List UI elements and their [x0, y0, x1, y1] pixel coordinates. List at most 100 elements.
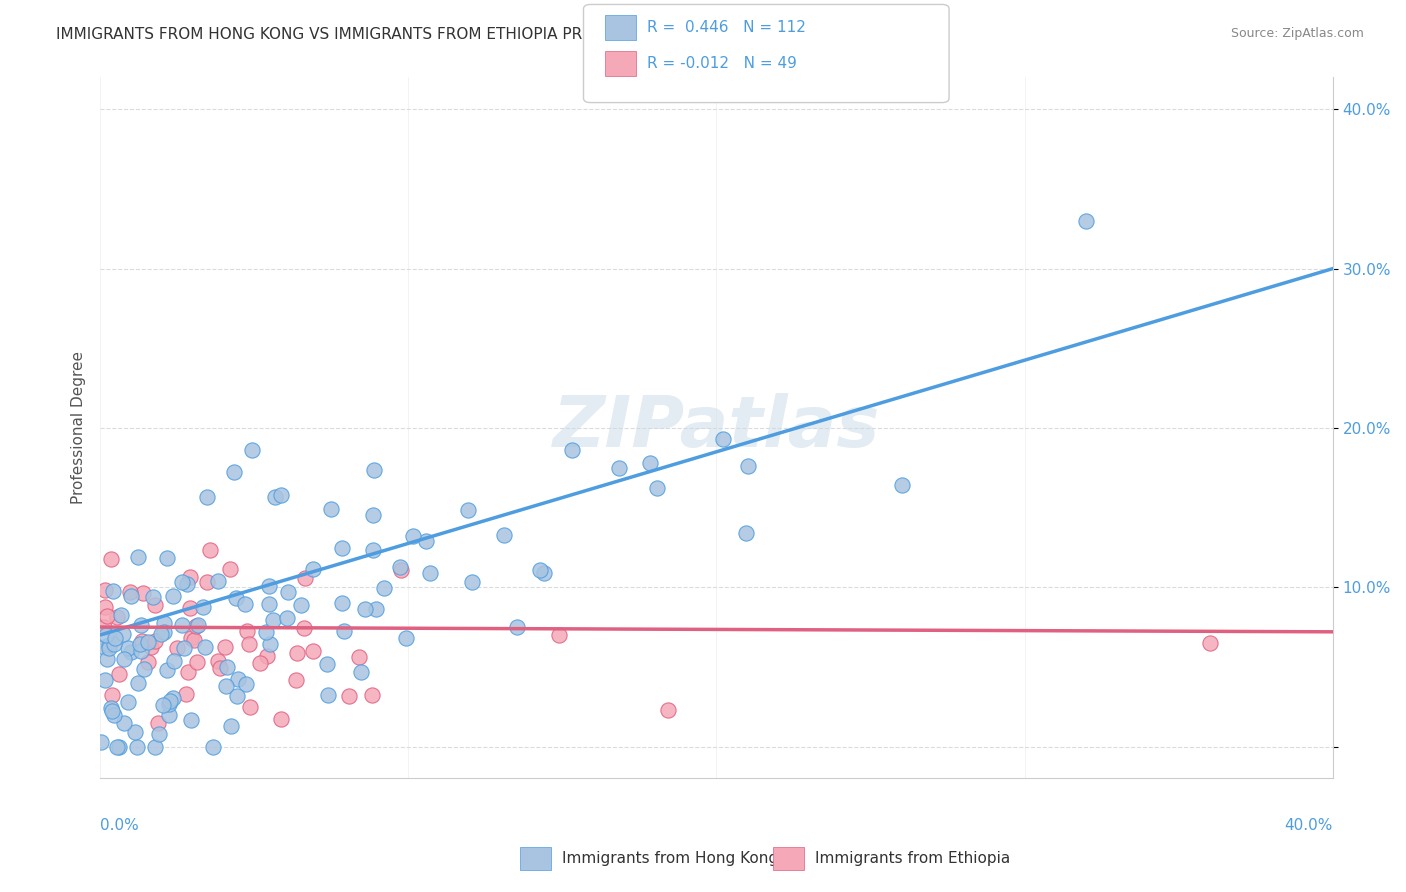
- Point: [148, 727, 170, 741]
- Point: [143, 599, 166, 613]
- Text: 0.0%: 0.0%: [100, 818, 139, 833]
- Point: [145, 739, 167, 754]
- Point: [179, 570, 201, 584]
- Point: [139, 640, 162, 655]
- Point: [94, 673, 117, 687]
- Point: [179, 600, 201, 615]
- Point: [142, 591, 165, 605]
- Point: [170, 617, 193, 632]
- Y-axis label: Professional Degree: Professional Degree: [72, 351, 86, 504]
- Point: [194, 640, 217, 655]
- Point: [332, 624, 354, 639]
- Point: [215, 660, 238, 674]
- Point: [93, 620, 115, 634]
- Point: [103, 637, 125, 651]
- Point: [347, 649, 370, 664]
- Point: [173, 640, 195, 655]
- Point: [157, 707, 180, 722]
- Text: IMMIGRANTS FROM HONG KONG VS IMMIGRANTS FROM ETHIOPIA PROFESSIONAL DEGREE CORREL: IMMIGRANTS FROM HONG KONG VS IMMIGRANTS …: [56, 27, 917, 42]
- Point: [176, 577, 198, 591]
- Point: [215, 679, 238, 693]
- Point: [287, 646, 309, 660]
- Point: [105, 739, 128, 754]
- Point: [100, 701, 122, 715]
- Point: [294, 621, 316, 635]
- Point: [121, 645, 143, 659]
- Point: [548, 628, 571, 642]
- Point: [330, 596, 353, 610]
- Point: [225, 591, 247, 606]
- Point: [737, 458, 759, 473]
- Point: [101, 688, 124, 702]
- Point: [152, 615, 174, 630]
- Text: Source: ZipAtlas.com: Source: ZipAtlas.com: [1230, 27, 1364, 40]
- Point: [364, 602, 387, 616]
- Point: [120, 585, 142, 599]
- Point: [264, 490, 287, 504]
- Point: [90, 735, 112, 749]
- Point: [294, 570, 316, 584]
- Point: [262, 613, 284, 627]
- Point: [201, 739, 224, 754]
- Point: [107, 666, 129, 681]
- Point: [143, 633, 166, 648]
- Point: [195, 574, 218, 589]
- Point: [183, 633, 205, 648]
- Point: [108, 739, 131, 754]
- Point: [638, 456, 661, 470]
- Point: [415, 533, 437, 548]
- Point: [96, 651, 118, 665]
- Point: [156, 551, 179, 566]
- Point: [316, 689, 339, 703]
- Point: [373, 581, 395, 595]
- Point: [117, 695, 139, 709]
- Point: [302, 644, 325, 658]
- Point: [388, 560, 411, 574]
- Point: [214, 640, 236, 655]
- Point: [492, 527, 515, 541]
- Point: [112, 652, 135, 666]
- Point: [97, 638, 120, 652]
- Point: [132, 585, 155, 599]
- Point: [101, 583, 124, 598]
- Point: [136, 635, 159, 649]
- Point: [174, 687, 197, 701]
- Point: [236, 624, 259, 638]
- Point: [401, 529, 423, 543]
- Point: [162, 590, 184, 604]
- Point: [127, 550, 149, 565]
- Text: 40.0%: 40.0%: [1285, 818, 1333, 833]
- Point: [97, 640, 120, 655]
- Point: [607, 460, 630, 475]
- Point: [257, 579, 280, 593]
- Point: [361, 542, 384, 557]
- Point: [124, 724, 146, 739]
- Point: [129, 618, 152, 632]
- Text: R = -0.012   N = 49: R = -0.012 N = 49: [647, 56, 797, 70]
- Point: [270, 488, 292, 502]
- Point: [186, 655, 208, 669]
- Point: [193, 599, 215, 614]
- Point: [222, 465, 245, 479]
- Point: [316, 657, 339, 672]
- Point: [134, 662, 156, 676]
- Text: Immigrants from Hong Kong: Immigrants from Hong Kong: [562, 851, 779, 866]
- Point: [197, 490, 219, 504]
- Point: [156, 663, 179, 677]
- Point: [257, 598, 280, 612]
- Point: [94, 599, 117, 614]
- Point: [180, 713, 202, 727]
- Point: [131, 633, 153, 648]
- Text: R =  0.446   N = 112: R = 0.446 N = 112: [647, 21, 806, 35]
- Point: [110, 608, 132, 623]
- Point: [159, 694, 181, 708]
- Point: [104, 631, 127, 645]
- Point: [363, 463, 385, 477]
- Point: [505, 620, 527, 634]
- Point: [337, 689, 360, 703]
- Point: [187, 618, 209, 632]
- Point: [150, 626, 173, 640]
- Point: [711, 432, 734, 446]
- Point: [166, 641, 188, 656]
- Point: [533, 566, 555, 580]
